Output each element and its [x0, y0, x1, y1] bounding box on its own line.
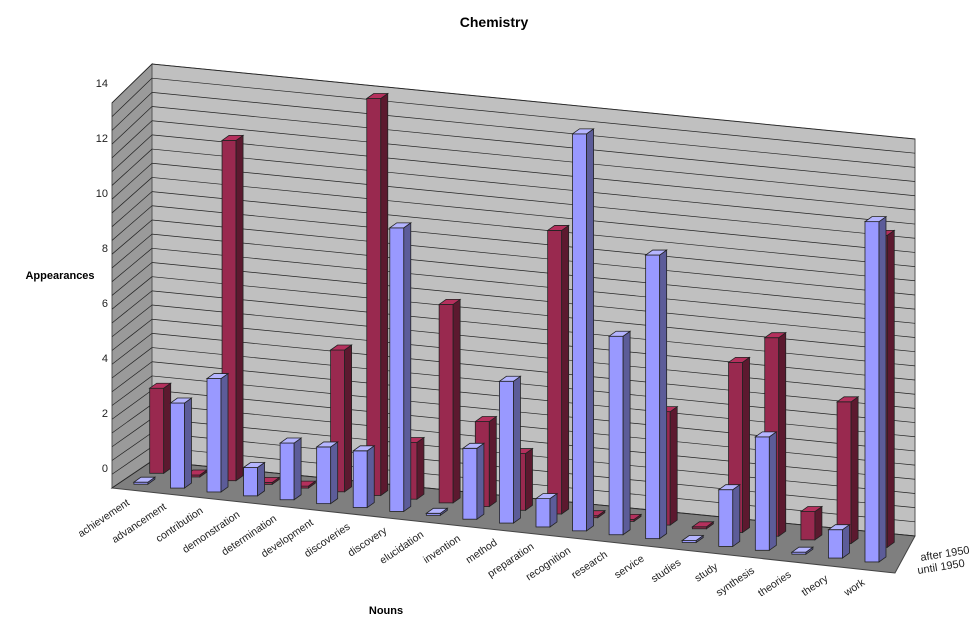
y-tick-label: 8 [102, 243, 108, 255]
y-tick-label: 12 [96, 133, 108, 145]
bar [863, 215, 888, 563]
bar [242, 461, 266, 497]
x-tick-label: study [693, 560, 721, 584]
bar [437, 298, 462, 504]
x-axis-label: Nouns [369, 605, 403, 617]
bar [351, 445, 376, 509]
y-tick-label: 10 [96, 188, 108, 200]
bar [827, 523, 851, 559]
y-tick-label: 2 [102, 408, 108, 420]
bar [148, 382, 172, 475]
bar [790, 546, 815, 555]
x-tick-label: method [464, 537, 500, 567]
bar [315, 441, 339, 505]
x-tick-label: invention [421, 533, 463, 567]
bar [546, 224, 570, 515]
bar [461, 442, 486, 520]
bar [799, 505, 824, 541]
y-tick-label: 14 [96, 78, 108, 90]
bar [717, 483, 742, 548]
x-tick-label: service [612, 553, 646, 582]
x-tick-label: work [841, 576, 868, 599]
bar [388, 222, 413, 513]
bar [278, 437, 303, 501]
chart-gridlines [111, 63, 916, 537]
bar [132, 476, 157, 485]
x-tick-label: research [569, 549, 610, 582]
x-tick-label: synthesis [714, 565, 757, 599]
x-tick-label: studies [649, 557, 683, 586]
chart-title: Chemistry [460, 14, 529, 30]
bar [425, 507, 449, 517]
bar [365, 92, 390, 497]
bar [754, 431, 778, 552]
y-tick-label: 6 [102, 298, 108, 310]
bar [205, 372, 230, 493]
bar [169, 397, 193, 489]
x-tick-label: theory [799, 572, 831, 599]
bar [835, 396, 860, 545]
bar [680, 534, 705, 544]
y-tick-label: 0 [102, 463, 108, 475]
bar [644, 249, 668, 540]
bar [498, 375, 522, 524]
y-axis-label: Appearances [25, 270, 94, 282]
y-tick-label: 4 [102, 353, 108, 365]
bar [571, 128, 595, 532]
y-axis-ticks: 0 2 4 6 8 10 12 14 [96, 78, 108, 475]
chart-bars [132, 92, 896, 563]
x-tick-label: theories [756, 569, 794, 600]
bar [691, 521, 715, 530]
bar [607, 330, 632, 536]
bar [534, 492, 559, 528]
